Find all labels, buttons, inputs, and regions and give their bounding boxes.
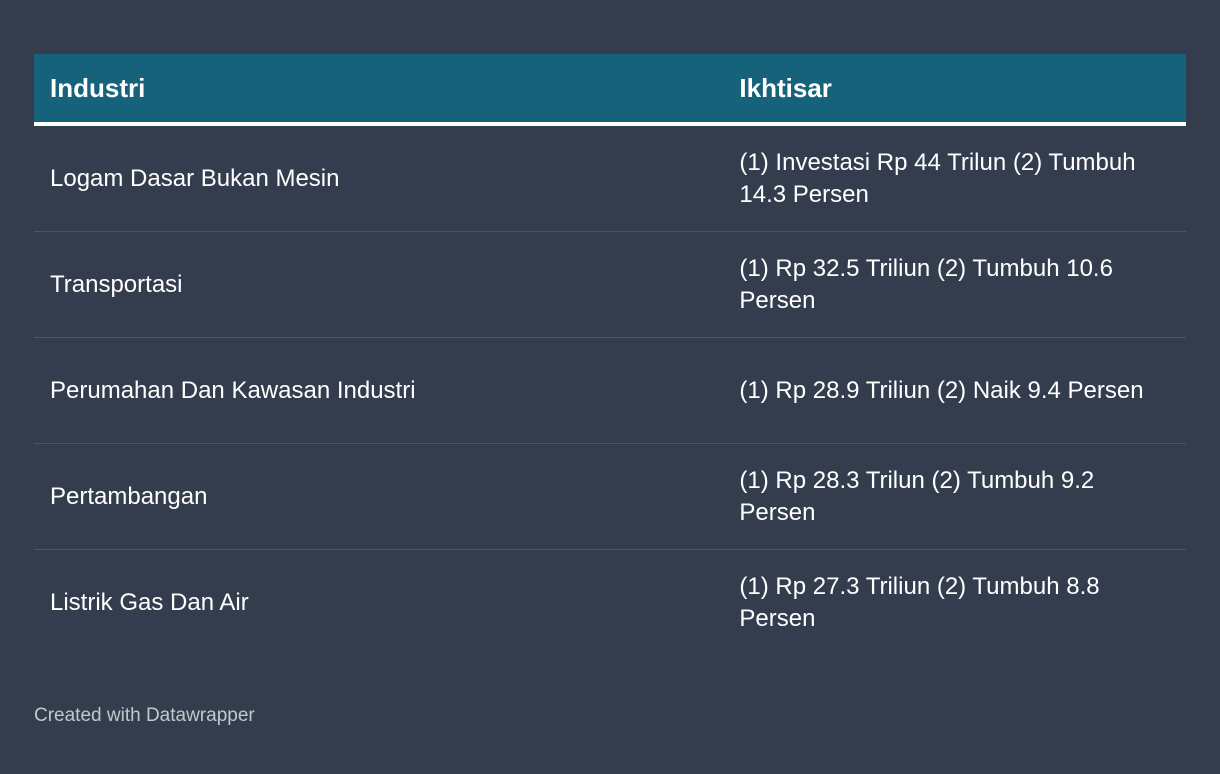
cell-ikhtisar: (1) Rp 27.3 Triliun (2) Tumbuh 8.8 Perse… [739,572,1100,632]
table-row: Pertambangan (1) Rp 28.3 Trilun (2) Tumb… [34,443,1186,550]
cell-ikhtisar: (1) Rp 28.9 Triliun (2) Naik 9.4 Persen [723,337,1186,444]
table-row: Transportasi (1) Rp 32.5 Triliun (2) Tum… [34,231,1186,338]
table-row: Listrik Gas Dan Air (1) Rp 27.3 Triliun … [34,550,1186,656]
table-row: Perumahan Dan Kawasan Industri (1) Rp 28… [34,337,1186,444]
column-header-industri[interactable]: Industri [34,54,724,126]
cell-industri: Transportasi [34,231,724,338]
cell-industri: Logam Dasar Bukan Mesin [34,124,724,232]
cell-industri: Perumahan Dan Kawasan Industri [34,337,724,444]
column-header-ikhtisar[interactable]: Ikhtisar [723,54,1186,126]
cell-ikhtisar: (1) Rp 32.5 Triliun (2) Tumbuh 10.6 Pers… [723,231,1186,338]
cell-ikhtisar: (1) Rp 28.3 Trilun (2) Tumbuh 9.2 Persen [723,443,1186,550]
table-row: Logam Dasar Bukan Mesin (1) Investasi Rp… [34,124,1186,232]
table-header-row: Industri Ikhtisar [34,54,1186,126]
datawrapper-credit-link[interactable]: Created with Datawrapper [34,705,255,726]
cell-ikhtisar: (1) Investasi Rp 44 Trilun (2) Tumbuh 14… [723,124,1186,232]
data-table: Industri Ikhtisar Logam Dasar Bukan Mesi… [34,54,1186,655]
cell-industri: Listrik Gas Dan Air [50,588,249,616]
cell-industri: Pertambangan [34,443,724,550]
